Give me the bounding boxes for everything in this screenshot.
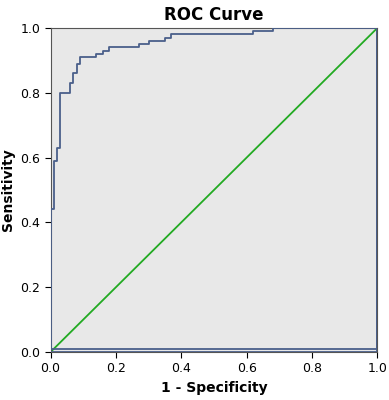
Y-axis label: Sensitivity: Sensitivity	[1, 149, 15, 231]
Title: ROC Curve: ROC Curve	[164, 6, 264, 24]
X-axis label: 1 - Specificity: 1 - Specificity	[161, 381, 267, 395]
